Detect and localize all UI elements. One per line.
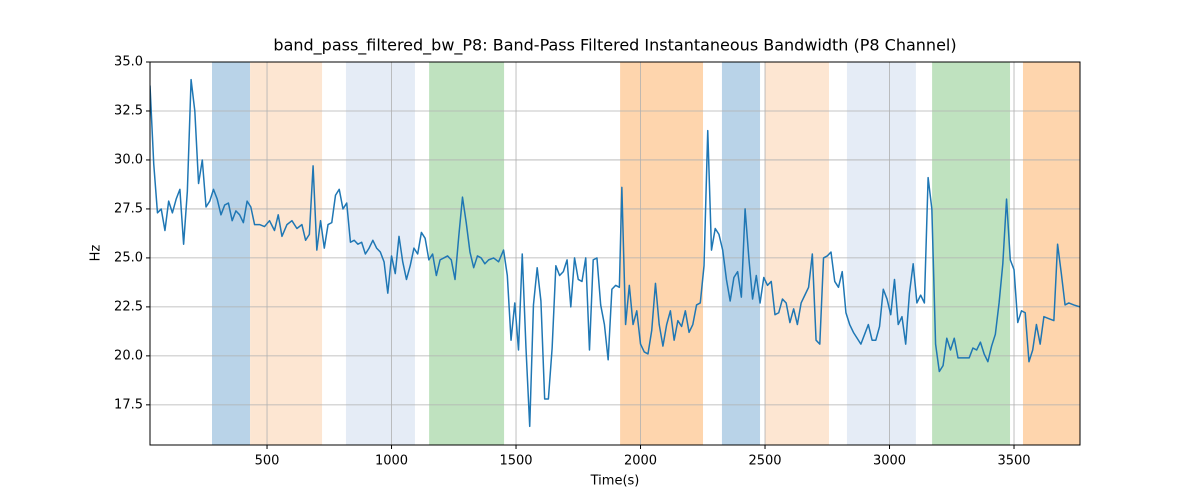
y-axis-label: Hz <box>89 245 104 262</box>
y-tick-label: 35.0 <box>114 55 143 70</box>
axes: 500 1000 1500 2000 2500 3000 3500 17.5 20.0 22.5 2… <box>114 55 1081 469</box>
shaded-band <box>620 62 704 445</box>
y-tick-label: 27.5 <box>114 201 143 216</box>
x-tick-label: 1500 <box>499 454 532 469</box>
shaded-band <box>765 62 830 445</box>
shaded-band <box>1022 62 1080 445</box>
shaded-band <box>846 62 916 445</box>
x-tick-label: 3500 <box>997 454 1030 469</box>
y-tick-label: 17.5 <box>114 397 143 412</box>
chart-title: band_pass_filtered_bw_P8: Band-Pass Filt… <box>273 36 956 56</box>
data-line <box>150 78 1080 428</box>
shaded-band <box>250 62 323 445</box>
x-tick-label: 500 <box>255 454 280 469</box>
x-tick-label: 2500 <box>748 454 781 469</box>
x-tick-label: 2000 <box>624 454 657 469</box>
x-axis-label: Time(s) <box>590 474 640 489</box>
plot-frame <box>149 61 1081 446</box>
shaded-band <box>932 62 1011 445</box>
y-tick-label: 25.0 <box>114 250 143 265</box>
y-tick-label: 30.0 <box>114 152 143 167</box>
y-tick-label: 32.5 <box>114 103 143 118</box>
plot-area <box>150 78 1080 428</box>
x-tick-label: 3000 <box>873 454 906 469</box>
x-tick-label: 1000 <box>375 454 408 469</box>
shaded-band <box>212 62 251 445</box>
bands <box>212 62 1080 445</box>
y-tick-label: 22.5 <box>114 299 143 314</box>
shaded-band <box>429 62 505 445</box>
y-tick-label: 20.0 <box>114 348 143 363</box>
shaded-band <box>721 62 761 445</box>
